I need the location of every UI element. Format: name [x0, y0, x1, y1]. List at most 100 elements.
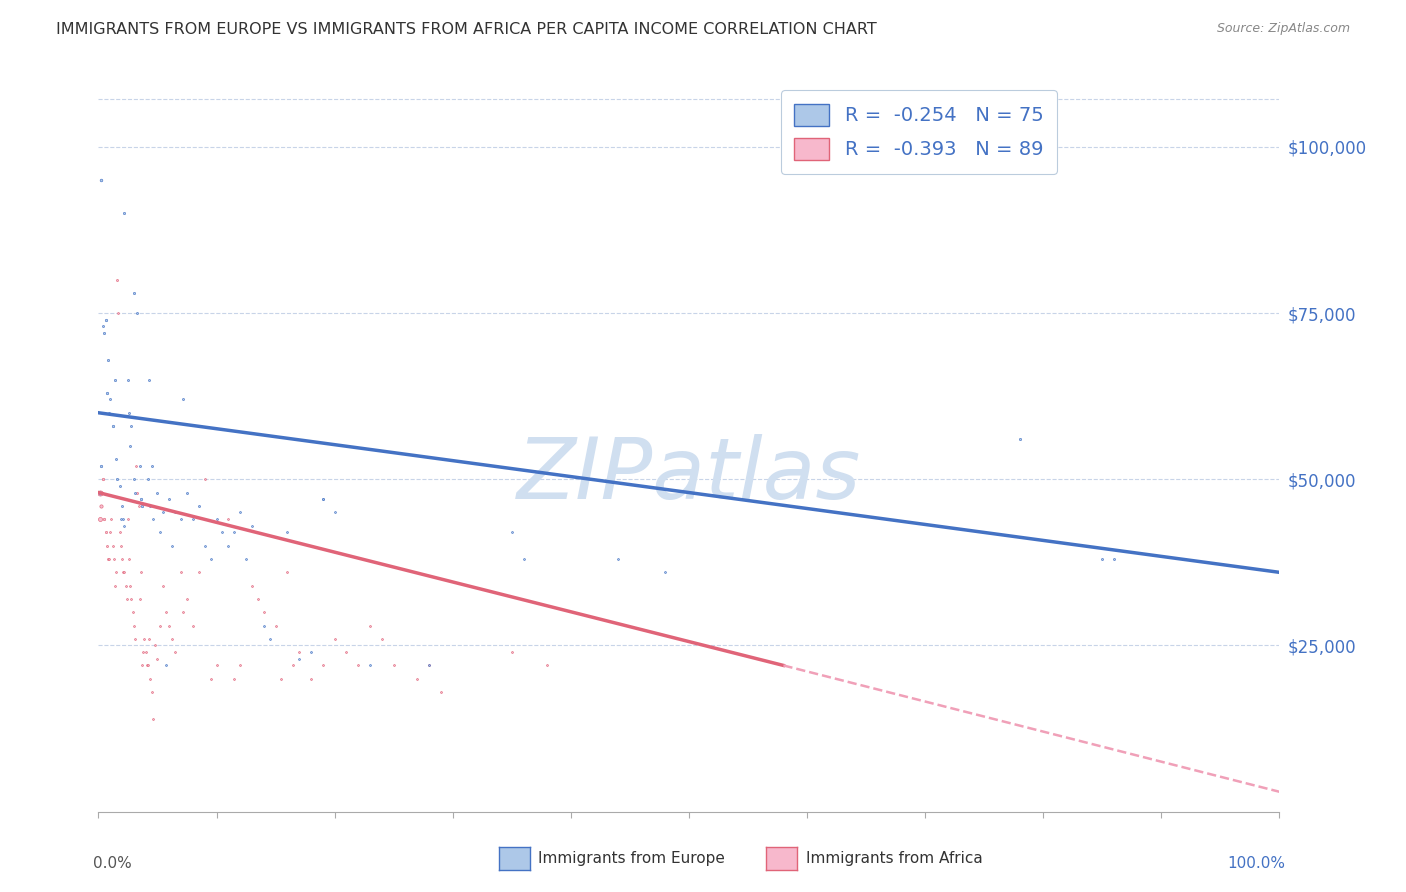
- Point: [512, 552, 534, 566]
- Point: [121, 605, 143, 619]
- Point: [107, 306, 129, 320]
- Point: [194, 539, 217, 553]
- Point: [90, 458, 112, 473]
- Point: [138, 632, 160, 646]
- Point: [347, 658, 370, 673]
- Point: [170, 512, 193, 526]
- Point: [176, 591, 198, 606]
- Point: [172, 605, 194, 619]
- Point: [217, 539, 239, 553]
- Point: [131, 658, 153, 673]
- Point: [152, 506, 174, 520]
- Point: [128, 499, 150, 513]
- Point: [141, 458, 163, 473]
- Point: [132, 645, 155, 659]
- Point: [142, 512, 165, 526]
- Point: [105, 566, 128, 580]
- Point: [121, 591, 143, 606]
- Point: [111, 499, 134, 513]
- Point: [120, 579, 142, 593]
- Point: [141, 685, 163, 699]
- Point: [98, 392, 121, 407]
- Point: [138, 372, 160, 386]
- Point: [91, 319, 114, 334]
- Point: [323, 506, 346, 520]
- Point: [312, 492, 335, 507]
- Point: [98, 525, 121, 540]
- Point: [157, 492, 180, 507]
- Point: [91, 472, 114, 486]
- Point: [312, 492, 335, 507]
- Point: [430, 685, 453, 699]
- Point: [89, 485, 111, 500]
- Point: [157, 618, 180, 632]
- Point: [124, 632, 146, 646]
- Point: [264, 618, 287, 632]
- Point: [246, 591, 269, 606]
- Point: [98, 552, 121, 566]
- Point: [94, 312, 117, 326]
- Point: [187, 566, 209, 580]
- Point: [382, 658, 405, 673]
- Point: [143, 639, 166, 653]
- Point: [112, 566, 135, 580]
- Point: [96, 385, 118, 400]
- Point: [125, 458, 148, 473]
- Point: [607, 552, 630, 566]
- Point: [127, 485, 149, 500]
- Point: [200, 672, 222, 686]
- Point: [253, 618, 276, 632]
- Point: [127, 306, 149, 320]
- Point: [136, 658, 159, 673]
- Point: [96, 539, 118, 553]
- Point: [105, 273, 128, 287]
- Point: [501, 525, 523, 540]
- Point: [128, 458, 150, 473]
- Point: [229, 658, 252, 673]
- Text: Immigrants from Africa: Immigrants from Africa: [806, 852, 983, 866]
- Point: [90, 173, 112, 187]
- Point: [110, 539, 132, 553]
- Point: [105, 472, 128, 486]
- Point: [103, 552, 125, 566]
- Point: [112, 566, 135, 580]
- Point: [283, 658, 305, 673]
- Point: [418, 658, 440, 673]
- Point: [1008, 433, 1031, 447]
- Point: [89, 485, 111, 500]
- Point: [165, 506, 187, 520]
- Point: [115, 591, 138, 606]
- Point: [359, 618, 381, 632]
- Point: [100, 512, 122, 526]
- Point: [89, 512, 111, 526]
- Text: IMMIGRANTS FROM EUROPE VS IMMIGRANTS FROM AFRICA PER CAPITA INCOME CORRELATION C: IMMIGRANTS FROM EUROPE VS IMMIGRANTS FRO…: [56, 22, 877, 37]
- Point: [131, 499, 153, 513]
- Point: [122, 618, 145, 632]
- Text: Immigrants from Europe: Immigrants from Europe: [538, 852, 725, 866]
- Point: [97, 352, 120, 367]
- Point: [142, 712, 165, 726]
- Point: [181, 618, 204, 632]
- Point: [359, 658, 381, 673]
- Point: [112, 206, 135, 220]
- Point: [155, 605, 177, 619]
- Point: [165, 645, 187, 659]
- Point: [536, 658, 558, 673]
- Point: [93, 512, 115, 526]
- Point: [217, 512, 239, 526]
- Point: [299, 672, 322, 686]
- Point: [224, 672, 246, 686]
- Point: [122, 286, 145, 301]
- Point: [124, 485, 146, 500]
- Point: [288, 652, 311, 666]
- Point: [101, 539, 124, 553]
- Point: [654, 566, 676, 580]
- Point: [104, 372, 127, 386]
- Point: [118, 406, 141, 420]
- Point: [128, 591, 150, 606]
- Point: [323, 632, 346, 646]
- Point: [406, 672, 429, 686]
- Point: [146, 485, 169, 500]
- Point: [114, 579, 136, 593]
- Point: [111, 552, 134, 566]
